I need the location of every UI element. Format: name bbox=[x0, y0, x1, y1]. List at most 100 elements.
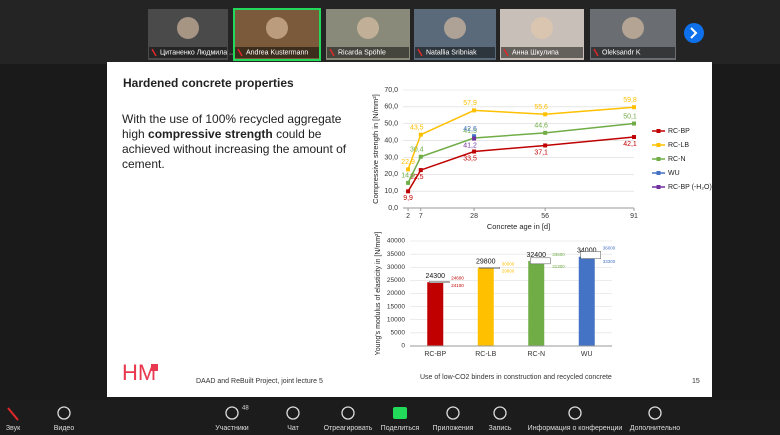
toolbar-icon[interactable] bbox=[341, 406, 355, 420]
toolbar-icon[interactable] bbox=[568, 406, 582, 420]
x-tick-label: RC-N bbox=[528, 351, 546, 358]
y-tick-label: 10000 bbox=[387, 316, 405, 323]
value-label: 42,1 bbox=[623, 141, 637, 148]
point-marker bbox=[543, 143, 548, 148]
participant-name: Цитаненко Людмила ... bbox=[160, 49, 235, 56]
toolbar-label[interactable]: Чат bbox=[287, 425, 299, 432]
bold-text: compressive strength bbox=[148, 127, 273, 141]
y-tick-label: 15000 bbox=[387, 303, 405, 310]
legend-label: RC-N bbox=[668, 156, 686, 163]
value-label: 24300 bbox=[426, 273, 446, 280]
avatar bbox=[531, 17, 553, 39]
value-label: 22,9 bbox=[401, 159, 415, 166]
bar bbox=[578, 256, 595, 346]
share-icon[interactable] bbox=[393, 407, 407, 419]
participant-count: 48 bbox=[242, 406, 249, 412]
y-axis-title: Young's modulus of elasticity in [N/mm²] bbox=[375, 232, 382, 356]
name-bg bbox=[149, 47, 227, 58]
value-label: 41,2 bbox=[463, 142, 477, 149]
legend-label: WU bbox=[668, 170, 680, 177]
legend-label: RC-BP bbox=[668, 128, 690, 135]
y-axis-title: Compressive strength in [N/mm²] bbox=[371, 94, 380, 204]
x-tick-label: RC-BP bbox=[424, 351, 446, 358]
y-tick-label: 10,0 bbox=[384, 188, 398, 195]
toolbar-label[interactable]: Отреагировать bbox=[324, 425, 373, 432]
point-marker bbox=[472, 136, 477, 141]
toolbar-icon[interactable] bbox=[493, 406, 507, 420]
y-tick-label: 40,0 bbox=[384, 137, 398, 144]
y-tick-label: 5000 bbox=[391, 330, 406, 337]
toolbar-icon[interactable] bbox=[225, 406, 239, 420]
value-label: 22,5 bbox=[410, 174, 424, 181]
toolbar-label[interactable]: Видео bbox=[54, 425, 75, 432]
slide bbox=[107, 62, 712, 397]
toolbar-label[interactable]: Приложения bbox=[433, 425, 474, 432]
name-bg bbox=[501, 47, 583, 58]
toolbar-icon[interactable] bbox=[57, 406, 71, 420]
x-axis-title: Concrete age in [d] bbox=[487, 222, 550, 231]
point-marker bbox=[632, 105, 636, 110]
y-tick-label: 30,0 bbox=[384, 154, 398, 161]
range-max-label: 30000 bbox=[502, 261, 515, 266]
logo: HM bbox=[122, 360, 156, 385]
range-box bbox=[429, 281, 450, 283]
x-tick-label: 28 bbox=[470, 213, 478, 220]
toolbar-label[interactable]: Участники bbox=[215, 425, 249, 432]
name-bg bbox=[591, 47, 675, 58]
value-label: 57,9 bbox=[463, 100, 477, 107]
value-label: 41,5 bbox=[463, 128, 477, 135]
range-min-label: 31300 bbox=[552, 264, 565, 269]
y-tick-label: 70,0 bbox=[384, 87, 398, 94]
next-page-button[interactable] bbox=[684, 23, 704, 43]
range-max-label: 33600 bbox=[552, 252, 565, 257]
legend-label: RC-LB bbox=[668, 142, 689, 149]
toolbar-label[interactable]: Информация о конференции bbox=[528, 425, 623, 432]
x-tick-label: 91 bbox=[630, 213, 638, 220]
point-marker bbox=[406, 167, 411, 172]
toolbar-label[interactable]: Поделиться bbox=[381, 425, 420, 432]
range-min-label: 33300 bbox=[603, 259, 616, 264]
toolbar-label[interactable]: Запись bbox=[489, 425, 512, 432]
mute-icon[interactable] bbox=[7, 407, 19, 421]
slide-text: With the use of 100% recycled aggregate … bbox=[122, 112, 352, 172]
muted-icon bbox=[417, 48, 423, 57]
avatar bbox=[177, 17, 199, 39]
participant-name: Andrea Kustermann bbox=[246, 49, 308, 56]
toolbar-label[interactable]: Дополнительно bbox=[630, 425, 680, 432]
y-tick-label: 20000 bbox=[387, 290, 405, 297]
legend-marker bbox=[656, 157, 661, 161]
x-tick-label: 56 bbox=[541, 213, 549, 220]
muted-icon bbox=[329, 48, 335, 57]
toolbar-icon[interactable] bbox=[648, 406, 662, 420]
slide-text-body: With the use of 100% recycled aggregate … bbox=[122, 112, 352, 172]
toolbar-icon[interactable] bbox=[286, 406, 300, 420]
point-marker bbox=[418, 132, 423, 137]
point-marker bbox=[632, 121, 636, 126]
toolbar bbox=[0, 400, 780, 435]
value-label: 29800 bbox=[476, 259, 496, 266]
point-marker bbox=[632, 135, 636, 140]
range-box bbox=[530, 257, 551, 265]
point-marker bbox=[418, 168, 423, 173]
name-bg bbox=[235, 47, 319, 58]
avatar bbox=[622, 17, 644, 39]
logo-square bbox=[151, 364, 158, 371]
text: could be achieved without increasing the… bbox=[122, 127, 347, 171]
value-label: 50,1 bbox=[623, 113, 637, 120]
point-marker bbox=[406, 180, 411, 185]
y-tick-label: 0,0 bbox=[388, 205, 398, 212]
toolbar-label[interactable]: Звук bbox=[6, 425, 21, 432]
value-label: 37,1 bbox=[534, 149, 548, 156]
legend-marker bbox=[656, 185, 661, 189]
bar bbox=[528, 260, 545, 346]
name-bg bbox=[327, 47, 409, 58]
point-marker bbox=[543, 130, 548, 135]
point-marker bbox=[406, 189, 411, 194]
footer-left: DAAD and ReBuilt Project, joint lecture … bbox=[196, 378, 323, 385]
legend-marker bbox=[656, 129, 661, 133]
legend-marker bbox=[656, 143, 661, 147]
toolbar-icon[interactable] bbox=[446, 406, 460, 420]
avatar bbox=[266, 17, 288, 39]
